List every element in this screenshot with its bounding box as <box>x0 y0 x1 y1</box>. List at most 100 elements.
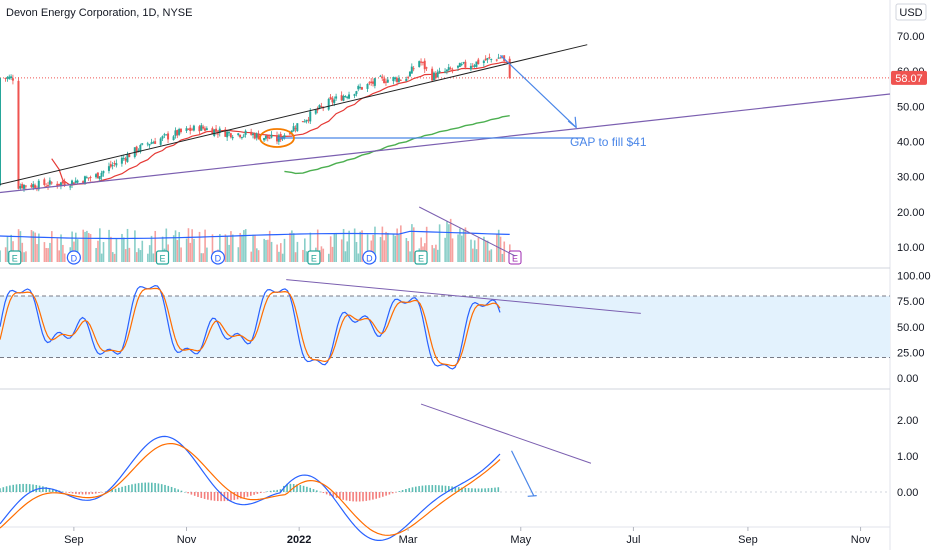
macd-histogram-bar <box>484 488 486 492</box>
volume-event-marker[interactable]: D <box>362 250 377 265</box>
candle-body <box>445 69 448 72</box>
volume-event-marker[interactable]: E <box>155 250 170 265</box>
price-candle <box>47 181 50 190</box>
candle-body <box>109 164 112 167</box>
candle-body <box>240 137 243 139</box>
projection-arrow-head[interactable] <box>567 116 577 129</box>
future-earnings-marker[interactable]: E <box>508 250 522 265</box>
macd-histogram-bar <box>428 485 430 492</box>
price-candle <box>0 77 1 187</box>
candle-body <box>462 62 465 64</box>
macd-histogram-bar <box>187 492 189 494</box>
volume-event-marker[interactable]: D <box>66 250 81 265</box>
candle-body <box>102 170 105 174</box>
candle-body <box>63 182 66 186</box>
price-candle <box>224 127 227 138</box>
candle-body <box>379 75 382 77</box>
price-candle <box>396 76 399 86</box>
macd-divergence-line[interactable] <box>420 403 592 464</box>
time-tick-label: Nov <box>851 534 871 546</box>
price-candle <box>431 66 434 82</box>
price-candle <box>301 121 304 123</box>
volume-bar <box>43 242 46 262</box>
candle-body <box>320 105 323 107</box>
candle-body <box>61 180 64 184</box>
price-candle <box>176 129 179 139</box>
volume-event-marker[interactable]: D <box>210 250 226 265</box>
gap-circle[interactable] <box>259 128 295 148</box>
price-tick-label: 40.00 <box>897 137 925 149</box>
macd-arrow-head[interactable] <box>527 494 537 497</box>
candle-body <box>451 69 454 71</box>
price-candle <box>89 175 92 182</box>
volume-bar <box>123 237 125 262</box>
price-candle <box>257 130 260 140</box>
price-candle <box>294 125 297 133</box>
volume-bar <box>243 230 245 262</box>
price-candle <box>410 63 413 74</box>
candle-body <box>418 61 421 67</box>
macd-histogram-bar <box>167 485 170 492</box>
macd-histogram-bar <box>15 484 18 492</box>
volume-bar <box>333 233 336 262</box>
macd-histogram-bar <box>9 485 11 492</box>
projection-arrow-line[interactable] <box>500 54 577 128</box>
candle-body <box>296 123 299 132</box>
price-candle <box>50 181 53 185</box>
future-earnings-label: E <box>512 254 518 264</box>
volume-bar <box>25 251 27 262</box>
gap-annotation[interactable]: GAP to fill $41 <box>570 135 647 149</box>
volume-bar <box>353 228 356 262</box>
volume-bar <box>329 236 332 262</box>
macd-histogram-bar <box>184 491 186 493</box>
candle-body <box>499 57 502 59</box>
price-candle <box>251 132 254 139</box>
stochastic-divergence-line[interactable] <box>286 279 641 314</box>
volume-event-marker[interactable]: E <box>8 250 22 265</box>
candle-body <box>122 157 125 159</box>
stoch-tick-label: 75.00 <box>897 296 925 308</box>
volume-trendline[interactable] <box>418 206 516 257</box>
candle-body <box>384 81 387 83</box>
macd-histogram-bar <box>98 492 100 494</box>
price-candle <box>384 78 387 86</box>
stoch-tick-label: 50.00 <box>897 322 925 334</box>
candle-body <box>95 174 98 178</box>
volume-bar <box>379 237 382 262</box>
candle-body <box>11 78 14 81</box>
candle-body <box>305 119 308 122</box>
macd-histogram-bar <box>124 485 127 492</box>
volume-event-marker[interactable]: E <box>414 250 428 265</box>
volume-bar <box>128 247 131 262</box>
drawings-layer[interactable] <box>0 44 891 257</box>
macd-histogram-bar <box>230 492 232 501</box>
price-candle <box>185 126 188 133</box>
volume-event-marker[interactable]: E <box>307 250 321 265</box>
macd-histogram-bar <box>5 486 8 492</box>
price-candle <box>6 76 9 82</box>
last-price-badge <box>891 70 927 85</box>
price-tick-label: 70.00 <box>897 31 925 43</box>
macd-projection-arrow[interactable] <box>510 450 535 496</box>
volume-bar <box>268 230 271 262</box>
macd-tick-label: 2.00 <box>897 415 918 427</box>
macd-signal-line <box>0 443 501 536</box>
candle-body <box>43 179 46 185</box>
trendline-rising-black[interactable] <box>0 44 588 185</box>
candle-body <box>283 135 286 139</box>
price-candle <box>174 127 177 139</box>
trendline-rising-purple[interactable] <box>0 93 891 194</box>
volume-bar <box>47 248 49 262</box>
price-candle <box>203 126 206 132</box>
macd-histogram-bar <box>444 485 447 492</box>
price-candle <box>372 78 375 87</box>
candle-body <box>425 67 428 69</box>
price-candle <box>124 156 127 165</box>
volume-bar <box>76 239 79 262</box>
macd-histogram-bar <box>104 491 107 493</box>
candle-body <box>303 121 306 123</box>
price-candle <box>109 160 112 169</box>
macd-histogram-bar <box>487 488 490 492</box>
stoch-tick-label: 100.00 <box>897 271 931 283</box>
